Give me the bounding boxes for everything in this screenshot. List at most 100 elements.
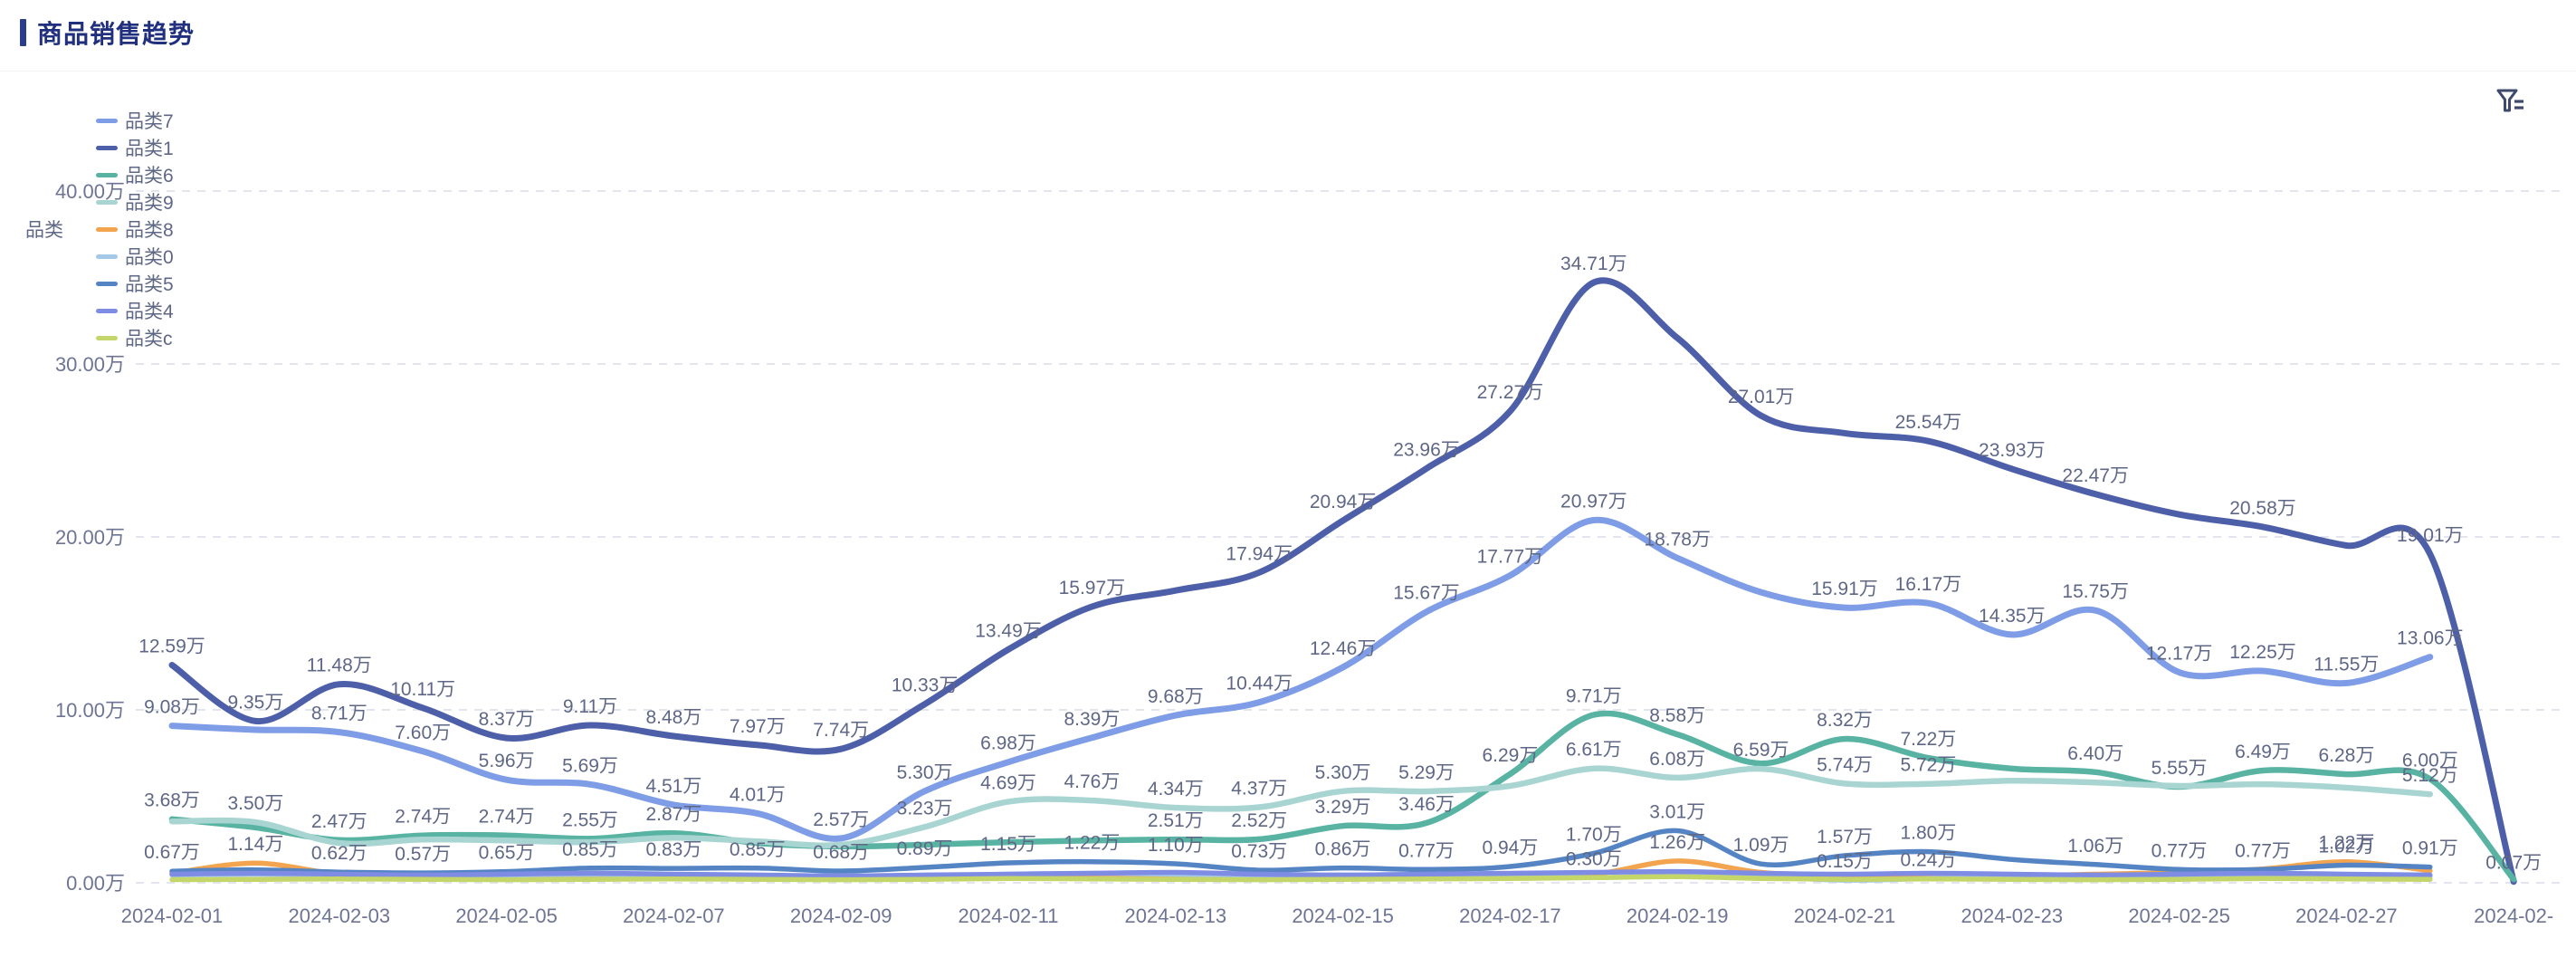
data-label-品类5-2024-02-10: 0.89万 (897, 838, 953, 859)
data-label-品类9-2024-02-02: 3.50万 (227, 793, 283, 814)
legend-marker-icon (96, 118, 118, 123)
data-label-品类1-2024-02-02: 9.35万 (227, 692, 283, 713)
data-label-品类1-2024-02-16: 23.96万 (1393, 439, 1460, 460)
x-axis-label: 2024-02-15 (1292, 905, 1394, 927)
data-label-品类5-2024-02-14: 0.73万 (1231, 841, 1287, 862)
series-line-品类9[interactable] (168, 765, 2434, 848)
legend-item-品类0[interactable]: 品类0 (96, 243, 174, 270)
series-line-品类4[interactable] (169, 868, 2433, 879)
data-label-品类1-2024-02-17: 27.27万 (1477, 382, 1544, 403)
data-label-品类5-2024-02-18: 1.70万 (1566, 825, 1622, 846)
data-label-品类1-2024-02-15: 20.94万 (1310, 492, 1377, 512)
data-label-品类5-2024-02-07: 0.83万 (645, 839, 701, 860)
x-axis-label: 2024-02-07 (623, 905, 725, 927)
data-label-品类6-2024-02-22: 7.22万 (1900, 729, 1956, 750)
data-label-品类9-2024-02-22: 5.72万 (1900, 755, 1956, 776)
legend-item-label: 品类6 (125, 166, 174, 187)
data-label-品类7-2024-02-25: 12.17万 (2146, 644, 2213, 665)
series-line-品类6[interactable] (168, 710, 2517, 883)
data-label-品类5-2024-02-08: 0.85万 (730, 839, 786, 860)
x-axis-label: 2024-02-17 (1459, 905, 1561, 927)
legend-item-label: 品类4 (125, 302, 174, 322)
data-label-品类9-2024-02-21: 5.74万 (1817, 754, 1873, 775)
y-axis-label: 20.00万 (55, 526, 125, 549)
y-axis-label: 40.00万 (55, 180, 125, 203)
data-label-品类1-2024-02-09: 7.74万 (813, 720, 869, 741)
data-label-品类1-2024-02-29: 0.07万 (2485, 853, 2542, 874)
data-label-品类1-2024-02-01: 12.59万 (138, 637, 205, 657)
legend-item-品类4[interactable]: 品类4 (96, 297, 174, 324)
legend-marker-icon (96, 254, 118, 259)
x-axis-label: 2024-02-13 (1125, 905, 1227, 927)
data-label-品类5-2024-02-05: 0.65万 (479, 843, 535, 864)
legend-item-品类6[interactable]: 品类6 (96, 161, 174, 188)
data-label-品类7-2024-02-09: 2.57万 (813, 809, 869, 830)
data-label-品类6-2024-02-18: 9.71万 (1566, 686, 1622, 707)
data-label-品类7-2024-02-06: 5.69万 (562, 755, 618, 776)
legend-item-品类5[interactable]: 品类5 (96, 270, 174, 297)
data-label-品类9-2024-02-10: 3.23万 (897, 798, 953, 819)
x-axis-label: 2024-02-23 (1961, 905, 2064, 927)
series-line-品类1[interactable] (168, 277, 2517, 886)
x-axis-label: 2024-02-05 (455, 905, 558, 927)
x-axis-label: 2024-02-09 (790, 905, 892, 927)
data-label-品类1-2024-02-12: 15.97万 (1059, 578, 1126, 598)
data-label-品类6-2024-02-05: 2.74万 (479, 807, 535, 828)
x-axis-label: 2024-02-21 (1794, 905, 1896, 927)
x-axis-label: 2024-02-25 (2128, 905, 2230, 927)
x-axis-label: 2024-02- (2474, 905, 2553, 927)
legend-marker-icon (96, 335, 118, 340)
legend-item-品类7[interactable]: 品类7 (96, 107, 174, 134)
data-label-品类6-2024-02-27: 6.28万 (2318, 745, 2374, 766)
legend-item-品类8[interactable]: 品类8 (96, 215, 174, 243)
data-label-品类1-2024-02-05: 8.37万 (479, 709, 535, 730)
legend-marker-icon (96, 199, 118, 205)
legend-item-品类1[interactable]: 品类1 (96, 134, 174, 161)
series-line-品类c[interactable] (169, 874, 2433, 883)
data-label-品类6-2024-02-15: 3.29万 (1315, 797, 1371, 818)
data-label-品类7-2024-02-04: 7.60万 (395, 723, 451, 743)
legend-item-label: 品类9 (125, 193, 174, 214)
data-label-品类5-2024-02-24: 1.06万 (2067, 836, 2123, 857)
data-label-品类5-2024-02-04: 0.57万 (395, 844, 451, 865)
data-label-品类7-2024-02-07: 4.51万 (645, 776, 701, 797)
series-line-品类5[interactable] (169, 828, 2433, 876)
data-label-品类7-2024-02-15: 12.46万 (1310, 638, 1377, 659)
data-label-品类5-2024-02-11: 1.15万 (980, 834, 1036, 855)
data-label-品类9-2024-02-16: 5.29万 (1398, 762, 1455, 783)
data-label-品类6-2024-02-26: 6.49万 (2235, 742, 2291, 762)
data-label-品类5-2024-02-06: 0.85万 (562, 839, 618, 860)
legend-marker-icon (96, 308, 118, 313)
x-axis-label: 2024-02-19 (1627, 905, 1729, 927)
data-label-品类9-2024-02-11: 4.69万 (980, 772, 1036, 793)
data-label-品类6-2024-02-25: 5.55万 (2151, 758, 2208, 779)
data-label-品类9-2024-02-19: 6.08万 (1649, 749, 1705, 770)
data-label-品类7-2024-02-05: 5.96万 (479, 751, 535, 771)
data-label-品类5-2024-02-16: 0.77万 (1398, 840, 1455, 861)
filter-button[interactable] (2493, 83, 2529, 120)
data-label-品类9-2024-02-28: 5.12万 (2402, 765, 2458, 786)
legend-item-label: 品类7 (125, 111, 174, 132)
data-label-品类5-2024-02-15: 0.86万 (1315, 839, 1371, 860)
data-label-品类5-2024-02-21: 1.57万 (1817, 827, 1873, 847)
panel-header (0, 0, 2576, 72)
data-label-品类7-2024-02-17: 17.77万 (1477, 547, 1544, 568)
data-label-品类6-2024-02-04: 2.74万 (395, 807, 451, 828)
series-line-品类7[interactable] (168, 516, 2434, 842)
data-label-品类7-2024-02-27: 11.55万 (2314, 654, 2379, 675)
data-label-品类1-2024-02-23: 23.93万 (1979, 440, 2046, 461)
legend-item-品类9[interactable]: 品类9 (96, 188, 174, 215)
data-label-品类0-2024-02-18: 0.30万 (1566, 848, 1622, 869)
data-label-品类8-2024-02-19: 1.26万 (1649, 832, 1705, 853)
legend-item-品类c[interactable]: 品类c (96, 324, 174, 351)
chart-legend: 品类 品类7 品类1 品类6 品类9 品类8 品类0 品类5 品类4 品类c (25, 107, 201, 351)
page-title: 商品销售趋势 (37, 20, 196, 48)
data-label-品类9-2024-02-15: 5.30万 (1315, 762, 1371, 783)
data-label-品类6-2024-02-17: 6.29万 (1482, 745, 1538, 766)
legend-item-label: 品类8 (125, 220, 174, 241)
data-label-品类5-2024-02-09: 0.68万 (813, 842, 869, 863)
data-label-品类7-2024-02-28: 13.06万 (2397, 628, 2464, 649)
data-label-品类9-2024-02-14: 4.37万 (1231, 779, 1287, 799)
x-axis-label: 2024-02-27 (2295, 905, 2398, 927)
